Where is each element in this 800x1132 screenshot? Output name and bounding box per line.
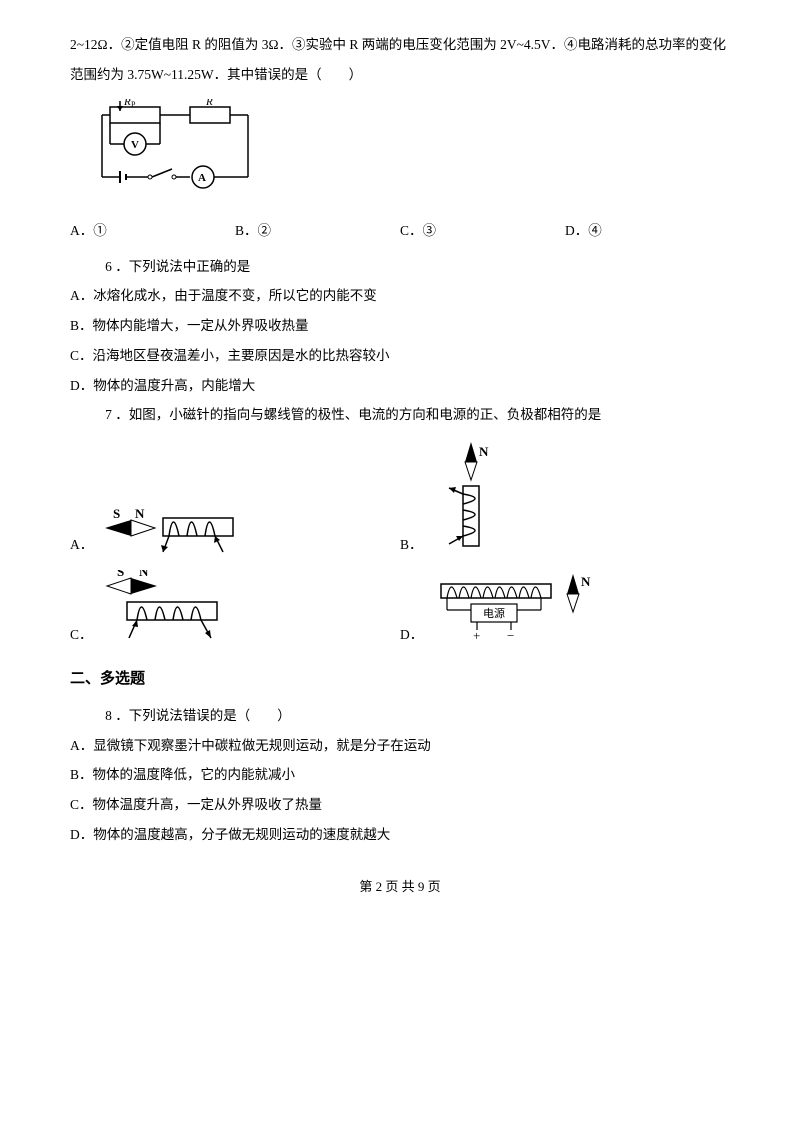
svg-text:V: V (131, 139, 139, 151)
q8-stem: 8 ．下列说法错误的是（ ） (70, 701, 730, 731)
q6-opt-d: D．物体的温度升高，内能增大 (70, 371, 730, 401)
page-footer: 第 2 页 共 9 页 (70, 873, 730, 902)
q7-row-ab: A． S N B． N (70, 440, 730, 560)
section-2-title: 二、多选题 (70, 662, 730, 695)
svg-text:+: + (473, 628, 480, 643)
svg-text:−: − (507, 628, 514, 643)
q7-label-a: A． (70, 530, 93, 560)
svg-text:N: N (581, 574, 591, 589)
q5-intro: 2~12Ω．②定值电阻 R 的阻值为 3Ω．③实验中 R 两端的电压变化范围为 … (70, 30, 730, 89)
q5-options: A．① B．② C．③ D．④ (70, 216, 730, 246)
q8-opt-b: B．物体的温度降低，它的内能就减小 (70, 760, 730, 790)
svg-text:S: S (113, 506, 120, 521)
svg-text:N: N (135, 506, 145, 521)
circuit-diagram: R P R V A (90, 99, 730, 210)
q7-fig-c: S N (97, 570, 247, 650)
svg-text:P: P (131, 100, 136, 109)
page-content: 2~12Ω．②定值电阻 R 的阻值为 3Ω．③实验中 R 两端的电压变化范围为 … (0, 0, 800, 922)
q5-opt-b: B．② (235, 216, 400, 246)
q8-opt-a: A．显微镜下观察墨汁中碳粒做无规则运动，就是分子在运动 (70, 731, 730, 761)
q6-opt-c: C．沿海地区昼夜温差小，主要原因是水的比热容较小 (70, 341, 730, 371)
svg-text:N: N (139, 570, 149, 579)
svg-text:A: A (198, 172, 206, 184)
q5-opt-a: A．① (70, 216, 235, 246)
q5-opt-c: C．③ (400, 216, 565, 246)
q7-label-d: D． (400, 620, 423, 650)
q8-opt-d: D．物体的温度越高，分子做无规则运动的速度就越大 (70, 820, 730, 850)
svg-text:电源: 电源 (483, 606, 505, 620)
q7-stem: 7 ．如图，小磁针的指向与螺线管的极性、电流的方向和电源的正、负极都相符的是 (70, 400, 730, 430)
svg-text:N: N (479, 444, 489, 459)
q7-fig-b: N (427, 440, 517, 560)
q7-fig-d: 电源 + − N (427, 570, 607, 650)
q7-fig-a: S N (97, 490, 247, 560)
svg-text:R: R (123, 99, 131, 108)
q8-opt-c: C．物体温度升高，一定从外界吸收了热量 (70, 790, 730, 820)
svg-text:S: S (117, 570, 124, 579)
svg-text:R: R (205, 99, 213, 108)
q7-label-b: B． (400, 530, 423, 560)
q7-label-c: C． (70, 620, 93, 650)
q6-opt-b: B．物体内能增大，一定从外界吸收热量 (70, 311, 730, 341)
q5-opt-d: D．④ (565, 216, 730, 246)
q6-opt-a: A．冰熔化成水，由于温度不变，所以它的内能不变 (70, 281, 730, 311)
q6-stem: 6 ．下列说法中正确的是 (70, 252, 730, 282)
q7-row-cd: C． S N D． (70, 570, 730, 650)
